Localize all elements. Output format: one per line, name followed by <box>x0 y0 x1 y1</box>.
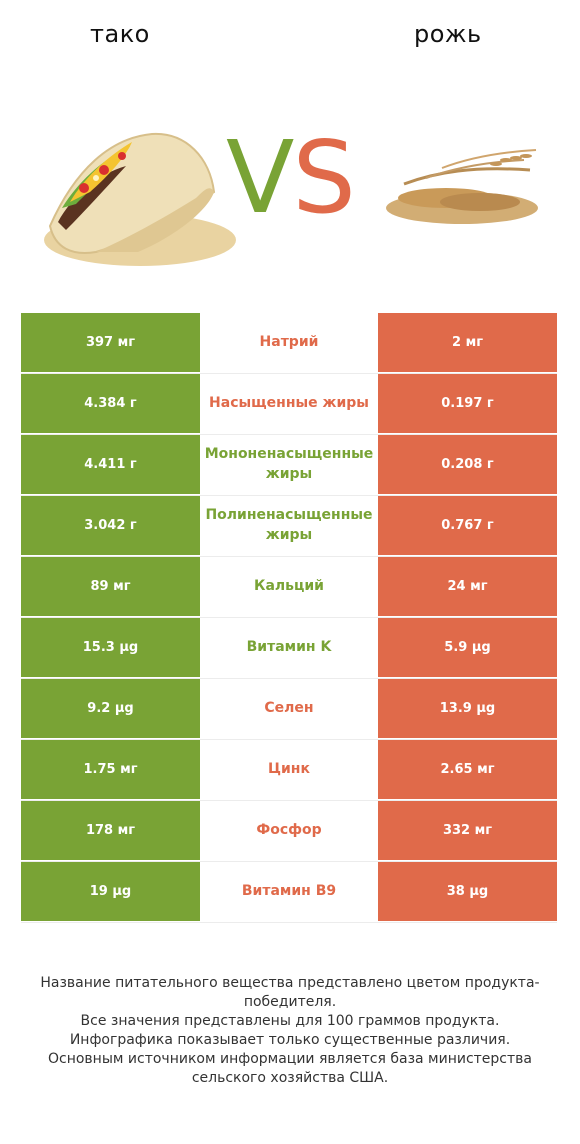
right-value: 0.208 г <box>378 435 557 495</box>
table-row: 4.411 г Мононенасыщенные жиры 0.208 г <box>21 435 557 496</box>
left-value: 3.042 г <box>21 496 200 556</box>
left-value: 4.384 г <box>21 374 200 434</box>
nutrient-label: Цинк <box>200 740 378 799</box>
nutrient-name: Селен <box>264 699 314 716</box>
footer-line-4: Основным источником информации является … <box>48 1051 532 1086</box>
left-value: 4.411 г <box>21 435 200 495</box>
footer-line-1: Название питательного вещества представл… <box>40 975 540 1010</box>
left-value: 9.2 µg <box>21 679 200 739</box>
nutrient-name: Витамин K <box>246 638 332 655</box>
hero-images <box>44 132 538 266</box>
nutrient-label: Натрий <box>200 313 378 372</box>
left-value: 19 µg <box>21 862 200 922</box>
left-value: 89 мг <box>21 557 200 617</box>
taco-image <box>44 132 236 266</box>
nutrient-name: Мононенасыщенные жиры <box>204 445 374 482</box>
table-row: 4.384 г Насыщенные жиры 0.197 г <box>21 374 557 435</box>
table-row: 89 мг Кальций 24 мг <box>21 557 557 618</box>
nutrient-name: Витамин B9 <box>241 882 337 899</box>
right-value: 5.9 µg <box>378 618 557 678</box>
table-row: 9.2 µg Селен 13.9 µg <box>21 679 557 740</box>
nutrient-name: Насыщенные жиры <box>209 394 369 411</box>
table-row: 178 мг Фосфор 332 мг <box>21 801 557 862</box>
left-value: 15.3 µg <box>21 618 200 678</box>
table-row: 19 µg Витамин B9 38 µg <box>21 862 557 923</box>
footer-line-2: Все значения представлены для 100 граммо… <box>80 1013 500 1029</box>
vs-s: S <box>292 119 356 236</box>
nutrient-name: Кальций <box>254 577 324 594</box>
left-food-title: тако <box>90 20 150 48</box>
table-row: 397 мг Натрий 2 мг <box>21 313 557 374</box>
nutrient-label: Полиненасыщенные жиры <box>200 496 378 555</box>
right-value: 0.767 г <box>378 496 557 556</box>
left-value: 178 мг <box>21 801 200 861</box>
nutrient-name: Цинк <box>268 760 310 777</box>
right-value: 332 мг <box>378 801 557 861</box>
footer-notes: Название питательного вещества представл… <box>0 974 580 1088</box>
nutrient-label: Насыщенные жиры <box>200 374 378 433</box>
table-row: 15.3 µg Витамин K 5.9 µg <box>21 618 557 679</box>
nutrient-label: Кальций <box>200 557 378 616</box>
nutrient-name: Полиненасыщенные жиры <box>205 506 373 543</box>
nutrient-name: Фосфор <box>256 821 322 838</box>
right-value: 24 мг <box>378 557 557 617</box>
nutrient-name: Натрий <box>259 333 319 350</box>
table-row: 1.75 мг Цинк 2.65 мг <box>21 740 557 801</box>
left-value: 1.75 мг <box>21 740 200 800</box>
right-value: 2 мг <box>378 313 557 373</box>
table-row: 3.042 г Полиненасыщенные жиры 0.767 г <box>21 496 557 557</box>
right-value: 38 µg <box>378 862 557 922</box>
right-value: 0.197 г <box>378 374 557 434</box>
grain-image <box>386 149 538 224</box>
nutrient-label: Фосфор <box>200 801 378 860</box>
nutrient-label: Мононенасыщенные жиры <box>200 435 378 494</box>
nutrient-label: Витамин K <box>200 618 378 677</box>
nutrient-label: Витамин B9 <box>200 862 378 921</box>
vs-label: VS <box>226 128 356 228</box>
nutrient-label: Селен <box>200 679 378 738</box>
right-food-title: рожь <box>414 20 482 48</box>
left-value: 397 мг <box>21 313 200 373</box>
vs-v: V <box>226 119 294 236</box>
footer-line-3: Инфографика показывает только существенн… <box>69 1032 511 1048</box>
comparison-table: 397 мг Натрий 2 мг 4.384 г Насыщенные жиры 0.… <box>21 313 557 923</box>
right-value: 13.9 µg <box>378 679 557 739</box>
right-value: 2.65 мг <box>378 740 557 800</box>
